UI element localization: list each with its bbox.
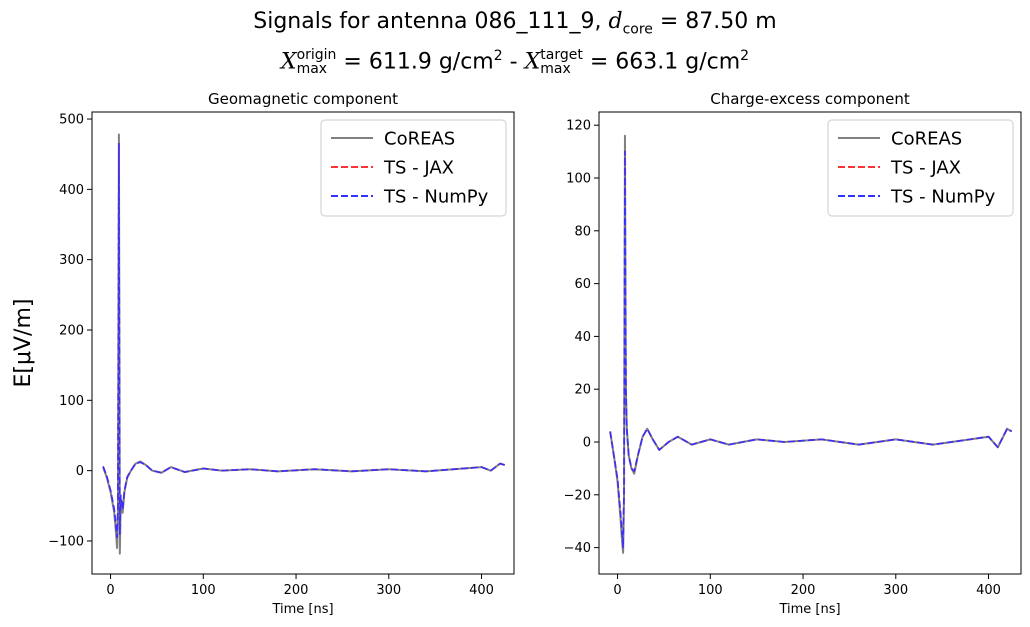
axes-frame — [91, 111, 515, 575]
title-xmax-origin-value: = 611.9 g/cm — [336, 49, 494, 75]
y-tick-label: −40 — [564, 541, 591, 556]
title-separator: - — [502, 49, 525, 75]
legend-label-ts-numpy: TS - NumPy — [383, 187, 489, 208]
y-tick-label: 0 — [76, 464, 84, 479]
title-xmax-target-value: = 663.1 g/cm — [582, 49, 741, 75]
x-tick-label: 0 — [106, 583, 114, 598]
legend: CoREAS TS - JAX TS - NumPy — [320, 119, 507, 217]
y-tick-label: 400 — [59, 183, 84, 198]
x-tick-label: 400 — [976, 583, 1001, 598]
legend-label-ts-jax: TS - JAX — [890, 158, 961, 179]
y-tick-label: 80 — [574, 224, 591, 239]
y-tick-label: 100 — [566, 172, 591, 187]
title-xmax-origin-superscript: origin — [296, 47, 337, 64]
figure-title-line-1: Signals for antenna 086_111_9, dcore = 8… — [0, 9, 1030, 42]
x-tick-label: 300 — [376, 583, 401, 598]
x-tick-label: 200 — [284, 583, 309, 598]
y-tick-label: 500 — [59, 113, 84, 128]
title-dcore-subscript: core — [622, 21, 653, 38]
y-tick-label: 100 — [59, 394, 84, 409]
legend-label-coreas: CoREAS — [384, 129, 455, 150]
legend-box — [320, 119, 507, 217]
title-xmax-target-subscript: max — [540, 61, 571, 78]
y-tick-label: −100 — [48, 534, 84, 549]
charge-excess-panel: 0 100 200 300 400 −40 −20 0 20 40 60 80 100 120 Charge… — [564, 90, 1022, 617]
title-dcore-value: = 87.50 m — [652, 9, 777, 34]
legend: CoREAS TS - JAX TS - NumPy — [827, 119, 1014, 217]
panel-title: Geomagnetic component — [208, 90, 398, 108]
x-tick-label: 200 — [791, 583, 816, 598]
geomagnetic-panel: 0 100 200 300 400 −100 0 100 200 300 400 500 Geomagn… — [48, 90, 515, 617]
y-tick-label: 120 — [566, 119, 591, 134]
y-tick-label: 20 — [574, 383, 591, 398]
legend-box — [827, 119, 1014, 217]
x-tick-label: 400 — [469, 583, 494, 598]
x-axis-title: Time [ns] — [271, 602, 333, 617]
x-tick-label: 0 — [613, 583, 621, 598]
legend-label-ts-jax: TS - JAX — [383, 158, 454, 179]
y-tick-label: 300 — [59, 253, 84, 268]
title-unit-exponent-2: 2 — [740, 48, 750, 64]
y-tick-label: 60 — [574, 277, 591, 292]
title-xmax-origin-subscript: max — [296, 61, 328, 78]
legend-label-coreas: CoREAS — [891, 129, 962, 150]
legend-label-ts-numpy: TS - NumPy — [890, 187, 996, 208]
title-xmax-target-superscript: target — [540, 47, 583, 64]
x-axis-title: Time [ns] — [778, 602, 840, 617]
series-line-ts-numpy — [609, 150, 1013, 549]
y-tick-label: 200 — [59, 323, 84, 338]
title-dcore-symbol: d — [608, 9, 623, 34]
series-line-ts-numpy — [102, 142, 505, 539]
title-unit-exponent-1: 2 — [493, 48, 503, 64]
x-tick-label: 300 — [883, 583, 908, 598]
axes-frame — [598, 111, 1022, 575]
y-tick-label: 0 — [583, 436, 591, 451]
y-tick-label: 40 — [574, 330, 591, 345]
title-prefix: Signals for antenna 086_111_9, — [253, 9, 609, 34]
panel-title: Charge-excess component — [710, 90, 910, 108]
title-xmax-origin-symbol: X — [280, 49, 297, 75]
title-xmax-target-symbol: X — [524, 49, 541, 75]
x-tick-label: 100 — [191, 583, 216, 598]
y-tick-label: −20 — [564, 488, 591, 503]
y-axis-label: E[μV/m] — [11, 299, 36, 388]
x-tick-label: 100 — [698, 583, 723, 598]
